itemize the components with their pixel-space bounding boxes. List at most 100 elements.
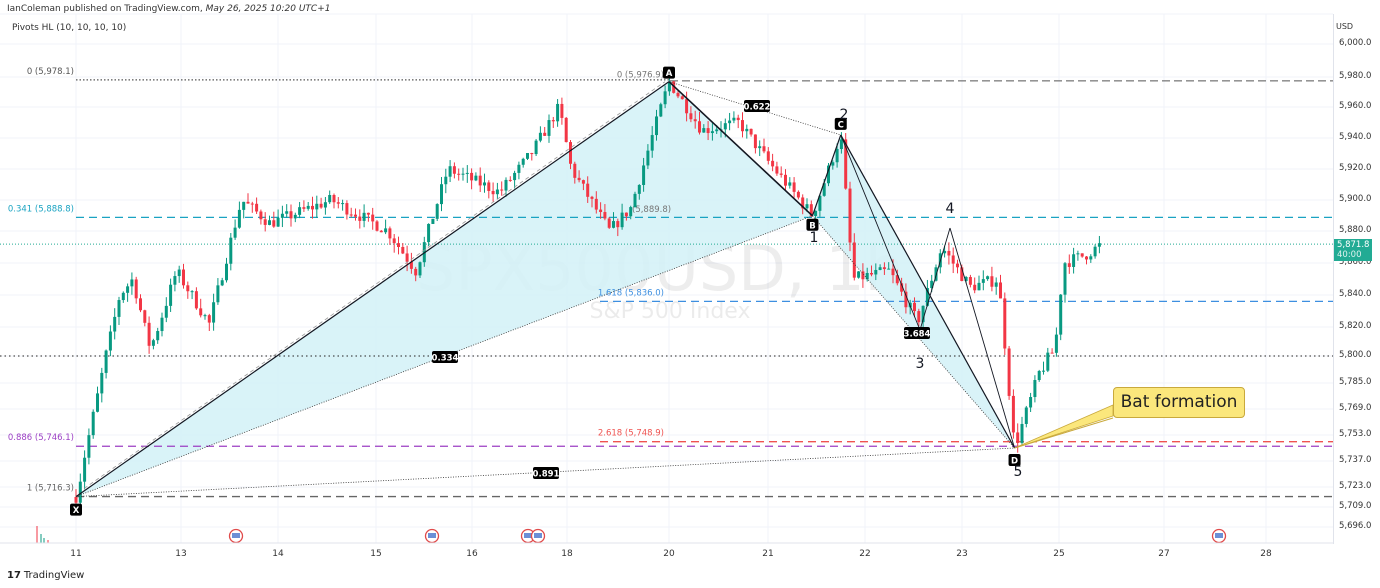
candle-body — [164, 305, 168, 318]
last-price-tag: 5,871.8 40:00 — [1334, 239, 1372, 261]
b-level-label: (5,889.8) — [632, 205, 671, 215]
candle-body — [414, 268, 418, 276]
candle-body — [904, 291, 908, 308]
candle-body — [956, 263, 959, 268]
candle-body — [590, 196, 594, 199]
candle-body — [259, 211, 263, 220]
point-c-text: C — [838, 120, 844, 130]
time-tick: 11 — [70, 549, 82, 559]
publish-date: May 26, 2025 10:20 UTC+1 — [205, 4, 331, 14]
price-axis[interactable] — [1333, 14, 1380, 544]
tradingview-logo: 17 TradingView — [7, 570, 85, 581]
candle-body — [732, 117, 736, 121]
candle-body — [577, 177, 581, 181]
xa-leg — [75, 81, 670, 498]
ratio-label — [904, 327, 930, 339]
candle-body — [117, 300, 121, 317]
candle-body — [745, 128, 749, 132]
candle-body — [693, 119, 697, 122]
candle-body — [306, 205, 310, 209]
candle-body — [147, 322, 151, 346]
candle-body — [964, 277, 968, 282]
candle-body — [818, 195, 822, 211]
time-tick: 13 — [175, 549, 187, 559]
candle-body — [526, 153, 529, 159]
candle-body — [220, 280, 224, 286]
bat-formation-callout[interactable]: Bat formation — [1113, 387, 1245, 418]
price-tick: 6,000.0 — [1339, 38, 1372, 48]
candle-body — [895, 275, 899, 284]
price-tick: 5,920.0 — [1339, 163, 1372, 173]
time-tick: 22 — [859, 549, 871, 559]
candle-body — [564, 117, 568, 143]
candle-body — [547, 120, 551, 136]
candle-body — [521, 158, 525, 165]
candle-body — [728, 120, 732, 124]
candle-body — [328, 194, 332, 203]
candle-body — [246, 201, 250, 204]
currency-label[interactable]: USD — [1336, 22, 1354, 31]
candle-body — [315, 203, 319, 210]
price-tick: 5,800.0 — [1339, 350, 1372, 360]
ratio-label — [744, 100, 770, 112]
point-c — [834, 117, 847, 130]
candle-body — [698, 121, 701, 133]
time-tick: 21 — [762, 549, 774, 559]
candle-body — [203, 315, 207, 317]
candle-body — [659, 104, 663, 117]
a-level-label: 0 (5,976.9) — [617, 71, 664, 81]
candle-body — [715, 129, 719, 132]
price-chart[interactable]: SPX500USD, 1h S&P 500 Index 0 (5,978.1)0… — [0, 0, 1333, 545]
indicator-label[interactable]: Pivots HL (10, 10, 10, 10) — [12, 23, 127, 33]
candle-body — [775, 166, 779, 174]
candle-body — [1076, 253, 1080, 255]
candle-body — [354, 214, 357, 217]
fib-level-label: 1 (5,716.3) — [27, 484, 74, 494]
point-d — [1008, 454, 1021, 466]
candle-body — [827, 165, 830, 184]
wave-line — [840, 134, 921, 331]
candle-body — [749, 128, 753, 135]
xd-ratio-line — [75, 447, 1015, 497]
time-tick: 27 — [1158, 549, 1170, 559]
candle-body — [1020, 423, 1024, 443]
fib-level-label: 0.886 (5,746.1) — [8, 433, 74, 443]
point-b — [806, 218, 819, 231]
wave-label: 4 — [946, 201, 955, 217]
candle-body — [796, 191, 800, 198]
price-tick: 5,960.0 — [1339, 101, 1372, 111]
candle-body — [169, 284, 173, 306]
bc-leg — [811, 134, 842, 217]
candle-body — [74, 497, 78, 503]
candle-body — [91, 411, 95, 436]
us-flag-event-icon — [524, 533, 532, 538]
candle-body — [676, 92, 680, 97]
candle-body — [878, 267, 882, 270]
candle-body — [358, 216, 362, 221]
candle-body — [1072, 254, 1076, 267]
candle-body — [672, 81, 676, 93]
candle-body — [233, 227, 237, 238]
candle-body — [882, 267, 886, 270]
candle-body — [100, 372, 104, 394]
candle-body — [1063, 263, 1067, 295]
candle-body — [104, 350, 108, 373]
cd-leg — [840, 134, 1016, 449]
time-tick: 14 — [272, 549, 284, 559]
pattern-lines — [75, 81, 1114, 498]
candle-body — [1003, 298, 1007, 349]
candle-body — [977, 282, 981, 291]
candle-body — [508, 179, 512, 181]
candle-body — [272, 220, 276, 227]
candle-body — [121, 292, 125, 301]
price-tick: 5,900.0 — [1339, 194, 1372, 204]
us-flag-event-icon — [232, 533, 240, 538]
candle-body — [500, 189, 504, 191]
candle-body — [345, 203, 349, 215]
candle-body — [960, 267, 964, 282]
candle-body — [560, 103, 564, 118]
wave-label: 2 — [840, 107, 849, 123]
ratio-label — [432, 351, 458, 363]
candle-body — [814, 210, 818, 216]
time-tick: 23 — [956, 549, 968, 559]
